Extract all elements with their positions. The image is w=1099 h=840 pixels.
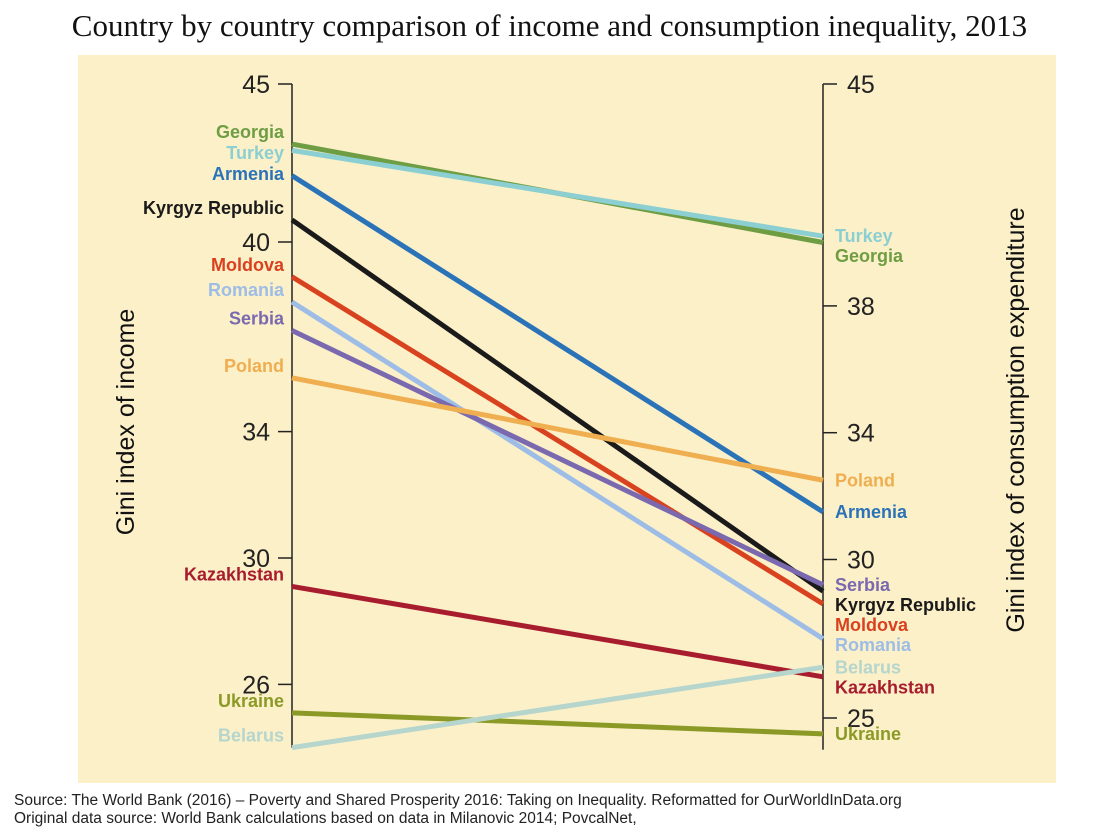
- plot-background: [78, 55, 1056, 783]
- left-label-moldova: Moldova: [211, 255, 285, 275]
- series-line-belarus: [291, 664, 824, 751]
- left-tick-label: 34: [242, 419, 270, 447]
- series-line-kazakhstan: [291, 583, 824, 680]
- left-label-ukraine: Ukraine: [218, 691, 284, 711]
- series-line-moldova: [290, 274, 825, 607]
- left-label-kyrgyz-republic: Kyrgyz Republic: [143, 198, 284, 218]
- right-label-poland: Poland: [835, 470, 895, 490]
- left-label-kazakhstan: Kazakhstan: [184, 564, 284, 584]
- right-label-serbia: Serbia: [835, 575, 891, 595]
- right-tick-label: 38: [847, 293, 875, 321]
- right-axis-title: Gini index of consumption expenditure: [1002, 207, 1030, 632]
- right-tick-label: 25: [847, 705, 875, 733]
- right-label-belarus: Belarus: [835, 657, 901, 677]
- left-axis-title: Gini index of income: [112, 309, 140, 536]
- right-tick-label: 34: [847, 420, 875, 448]
- series-line-poland: [291, 375, 824, 483]
- right-label-georgia: Georgia: [835, 246, 904, 266]
- left-tick-label: 26: [242, 671, 270, 699]
- left-tick-label: 45: [242, 71, 270, 99]
- right-tick-label: 30: [847, 547, 875, 575]
- right-label-ukraine: Ukraine: [835, 724, 901, 744]
- series-line-serbia: [290, 328, 825, 588]
- right-label-armenia: Armenia: [835, 502, 908, 522]
- left-tick-label: 40: [242, 229, 270, 257]
- series-line-kyrgyz-republic: [290, 217, 825, 594]
- series-line-armenia: [290, 173, 825, 515]
- right-tick-label: 45: [847, 71, 875, 99]
- left-label-serbia: Serbia: [229, 308, 285, 328]
- series-line-romania: [290, 299, 825, 641]
- left-tick-label: 30: [242, 545, 270, 573]
- series-line-turkey: [291, 147, 824, 239]
- series-line-ukraine: [291, 710, 824, 737]
- right-label-romania: Romania: [835, 635, 912, 655]
- left-label-armenia: Armenia: [212, 164, 285, 184]
- left-label-turkey: Turkey: [226, 143, 284, 163]
- chart-title: Country by country comparison of income …: [71, 8, 1028, 43]
- source-line-1: Source: The World Bank (2016) – Poverty …: [14, 792, 902, 809]
- right-label-kyrgyz-republic: Kyrgyz Republic: [835, 595, 976, 615]
- source-line-2: Original data source: World Bank calcula…: [14, 810, 637, 827]
- left-label-georgia: Georgia: [216, 122, 285, 142]
- left-label-belarus: Belarus: [218, 726, 284, 746]
- right-label-moldova: Moldova: [835, 615, 909, 635]
- right-label-turkey: Turkey: [835, 226, 893, 246]
- left-label-romania: Romania: [208, 280, 285, 300]
- right-label-kazakhstan: Kazakhstan: [835, 677, 935, 697]
- left-label-poland: Poland: [224, 356, 284, 376]
